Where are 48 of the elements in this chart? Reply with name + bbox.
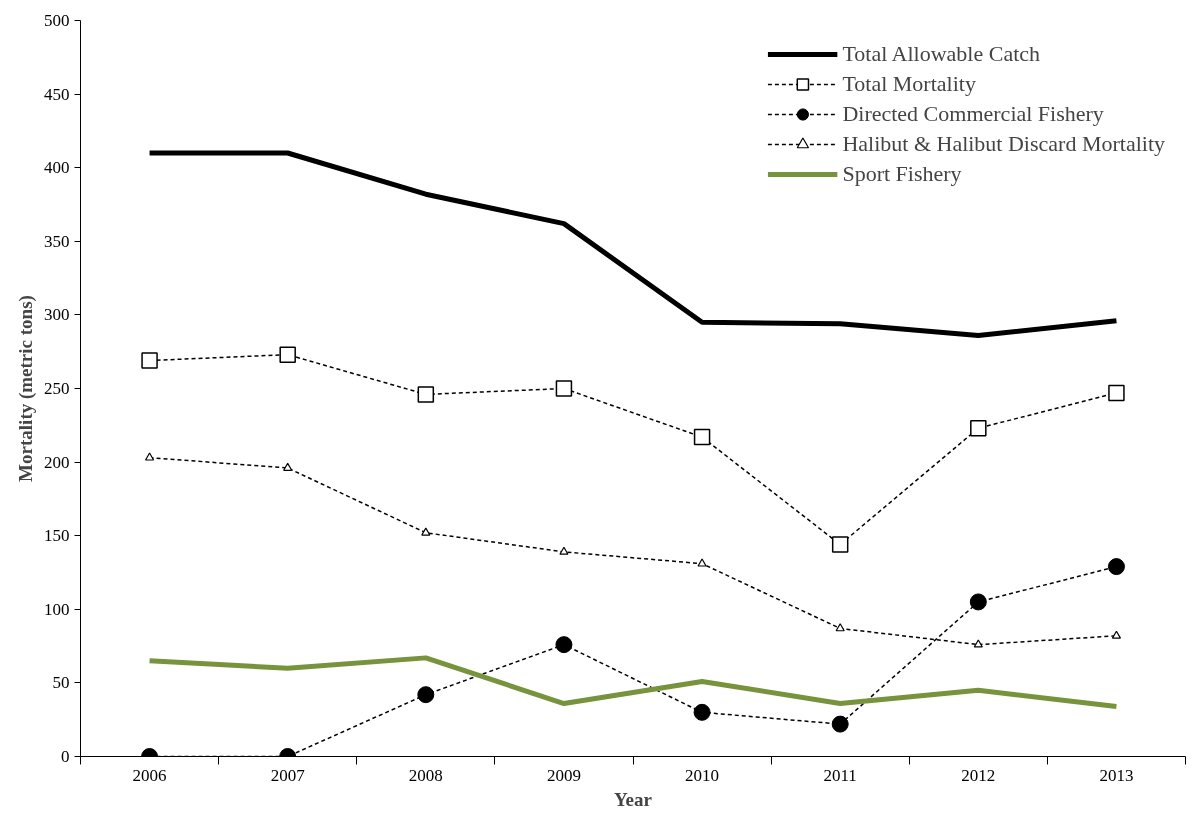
- x-tick-label: 2009: [546, 765, 581, 785]
- point: [559, 546, 569, 555]
- x-tick-label: 2013: [1099, 765, 1134, 785]
- point: [835, 623, 845, 632]
- x-tick-label: 2010: [685, 765, 720, 785]
- legend-label: Total Allowable Catch: [842, 41, 1041, 67]
- point: [693, 428, 711, 446]
- x-tick-label: 2008: [408, 765, 443, 785]
- y-tick-label: 500: [44, 11, 70, 30]
- y-tick-label: 0: [61, 747, 70, 766]
- x-axis-title: Year: [614, 788, 653, 810]
- y-axis-title: Mortality (metric tons): [15, 295, 37, 482]
- point: [973, 639, 983, 648]
- legend-label: Sport Fishery: [842, 161, 962, 187]
- point: [969, 593, 987, 611]
- point: [970, 419, 987, 437]
- y-tick-label: 100: [44, 599, 70, 619]
- legend-label: Total Mortality: [842, 71, 976, 97]
- y-tick-label: 250: [44, 379, 70, 398]
- point: [421, 527, 431, 536]
- x-tick-label: 2007: [270, 765, 306, 785]
- y-tick-label: 50: [52, 673, 70, 693]
- x-tick-label: 2011: [823, 765, 857, 785]
- y-tick-label: 400: [44, 158, 70, 178]
- x-tick-label: 2006: [132, 765, 167, 785]
- point: [283, 462, 293, 471]
- point: [555, 380, 573, 397]
- point: [279, 346, 296, 363]
- legend-label: Directed Commercial Fishery: [842, 101, 1104, 127]
- point: [1111, 630, 1122, 639]
- point: [417, 686, 435, 704]
- y-tick-label: 300: [44, 305, 70, 325]
- point: [141, 352, 158, 369]
- point: [831, 715, 849, 733]
- point: [144, 452, 155, 461]
- y-tick-label: 450: [44, 84, 70, 104]
- legend-label: Halibut & Halibut Discard Mortality: [842, 131, 1165, 157]
- point: [831, 536, 849, 553]
- point: [693, 703, 711, 721]
- y-tick-label: 150: [44, 526, 70, 546]
- x-tick-label: 2012: [961, 765, 996, 785]
- point: [1108, 384, 1125, 402]
- point: [697, 558, 707, 567]
- y-tick-label: 350: [44, 231, 70, 251]
- y-tick-label: 200: [44, 452, 70, 472]
- point: [417, 386, 435, 403]
- point: [555, 636, 573, 654]
- point: [1107, 558, 1125, 576]
